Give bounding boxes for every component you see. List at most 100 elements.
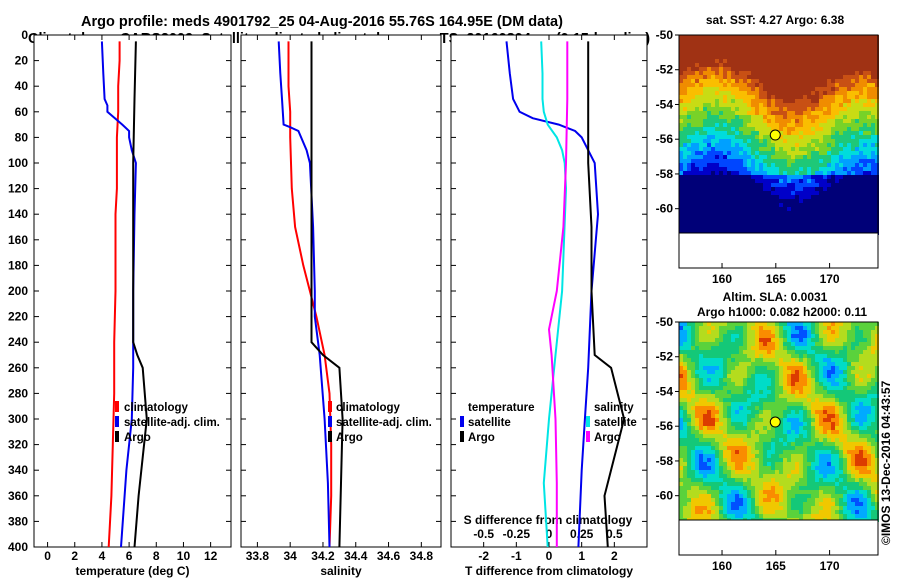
heatmap-cell xyxy=(779,386,783,390)
heatmap-cell xyxy=(735,398,739,402)
heatmap-cell xyxy=(815,370,819,374)
heatmap-cell xyxy=(835,450,839,454)
heatmap-cell xyxy=(827,63,831,67)
heatmap-cell xyxy=(823,334,827,338)
heatmap-cell xyxy=(779,151,783,155)
heatmap-cell xyxy=(695,326,699,330)
heatmap-cell xyxy=(855,187,859,191)
heatmap-cell xyxy=(687,478,691,482)
heatmap-cell xyxy=(831,406,835,410)
heatmap-cell xyxy=(867,410,871,414)
heatmap-cell xyxy=(683,227,687,231)
heatmap-cell xyxy=(815,394,819,398)
heatmap-cell xyxy=(847,95,851,99)
heatmap-cell xyxy=(843,382,847,386)
heatmap-cell xyxy=(827,155,831,159)
heatmap-cell xyxy=(723,67,727,71)
heatmap-cell xyxy=(855,466,859,470)
heatmap-cell xyxy=(767,322,771,326)
heatmap-cell xyxy=(831,410,835,414)
heatmap-cell xyxy=(847,39,851,43)
heatmap-cell xyxy=(811,43,815,47)
heatmap-cell xyxy=(723,171,727,175)
heatmap-cell xyxy=(863,354,867,358)
heatmap-cell xyxy=(747,466,751,470)
heatmap-cell xyxy=(699,151,703,155)
heatmap-cell xyxy=(775,466,779,470)
heatmap-cell xyxy=(863,422,867,426)
heatmap-cell xyxy=(859,470,863,474)
heatmap-cell xyxy=(739,67,743,71)
heatmap-cell xyxy=(703,422,707,426)
heatmap-cell xyxy=(859,223,863,227)
heatmap-cell xyxy=(803,410,807,414)
heatmap-cell xyxy=(867,426,871,430)
heatmap-cell xyxy=(795,87,799,91)
heatmap-cell xyxy=(719,151,723,155)
heatmap-cell xyxy=(795,119,799,123)
heatmap-cell xyxy=(711,107,715,111)
heatmap-cell xyxy=(767,219,771,223)
heatmap-cell xyxy=(699,326,703,330)
heatmap-cell xyxy=(759,398,763,402)
heatmap-cell xyxy=(863,370,867,374)
heatmap-cell xyxy=(743,326,747,330)
heatmap-cell xyxy=(771,147,775,151)
heatmap-cell xyxy=(855,370,859,374)
heatmap-cell xyxy=(803,147,807,151)
heatmap-cell xyxy=(863,386,867,390)
heatmap-cell xyxy=(723,378,727,382)
heatmap-cell xyxy=(839,374,843,378)
heatmap-cell xyxy=(827,346,831,350)
heatmap-cell xyxy=(775,47,779,51)
heatmap-cell xyxy=(807,115,811,119)
heatmap-cell xyxy=(859,374,863,378)
heatmap-cell xyxy=(855,67,859,71)
heatmap-cell xyxy=(875,215,879,219)
heatmap-cell xyxy=(859,171,863,175)
heatmap-cell xyxy=(791,163,795,167)
heatmap-cell xyxy=(875,350,879,354)
heatmap-cell xyxy=(875,402,879,406)
heatmap-cell xyxy=(759,175,763,179)
heatmap-cell xyxy=(767,179,771,183)
heatmap-cell xyxy=(683,482,687,486)
heatmap-cell xyxy=(843,458,847,462)
heatmap-cell xyxy=(683,418,687,422)
heatmap-cell xyxy=(739,99,743,103)
heatmap-cell xyxy=(739,346,743,350)
heatmap-cell xyxy=(807,462,811,466)
heatmap-cell xyxy=(867,67,871,71)
heatmap-cell xyxy=(699,35,703,39)
heatmap-cell xyxy=(719,486,723,490)
heatmap-cell xyxy=(763,183,767,187)
heatmap-cell xyxy=(819,95,823,99)
heatmap-cell xyxy=(807,458,811,462)
heatmap-cell xyxy=(851,127,855,131)
heatmap-cell xyxy=(783,55,787,59)
heatmap-cell xyxy=(843,398,847,402)
heatmap-cell xyxy=(855,350,859,354)
heatmap-cell xyxy=(775,350,779,354)
heatmap-cell xyxy=(791,103,795,107)
heatmap-cell xyxy=(751,326,755,330)
heatmap-cell xyxy=(847,119,851,123)
heatmap-cell xyxy=(739,422,743,426)
heatmap-cell xyxy=(735,370,739,374)
heatmap-cell xyxy=(723,83,727,87)
heatmap-cell xyxy=(791,446,795,450)
heatmap-cell xyxy=(819,103,823,107)
heatmap-cell xyxy=(847,466,851,470)
heatmap-cell xyxy=(871,414,875,418)
heatmap-cell xyxy=(739,43,743,47)
heatmap-cell xyxy=(803,486,807,490)
heatmap-cell xyxy=(687,139,691,143)
heatmap-cell xyxy=(711,35,715,39)
heatmap-cell xyxy=(755,402,759,406)
heatmap-cell xyxy=(683,199,687,203)
heatmap-cell xyxy=(683,438,687,442)
heatmap-cell xyxy=(819,199,823,203)
heatmap-cell xyxy=(811,35,815,39)
heatmap-cell xyxy=(739,374,743,378)
heatmap-cell xyxy=(779,422,783,426)
